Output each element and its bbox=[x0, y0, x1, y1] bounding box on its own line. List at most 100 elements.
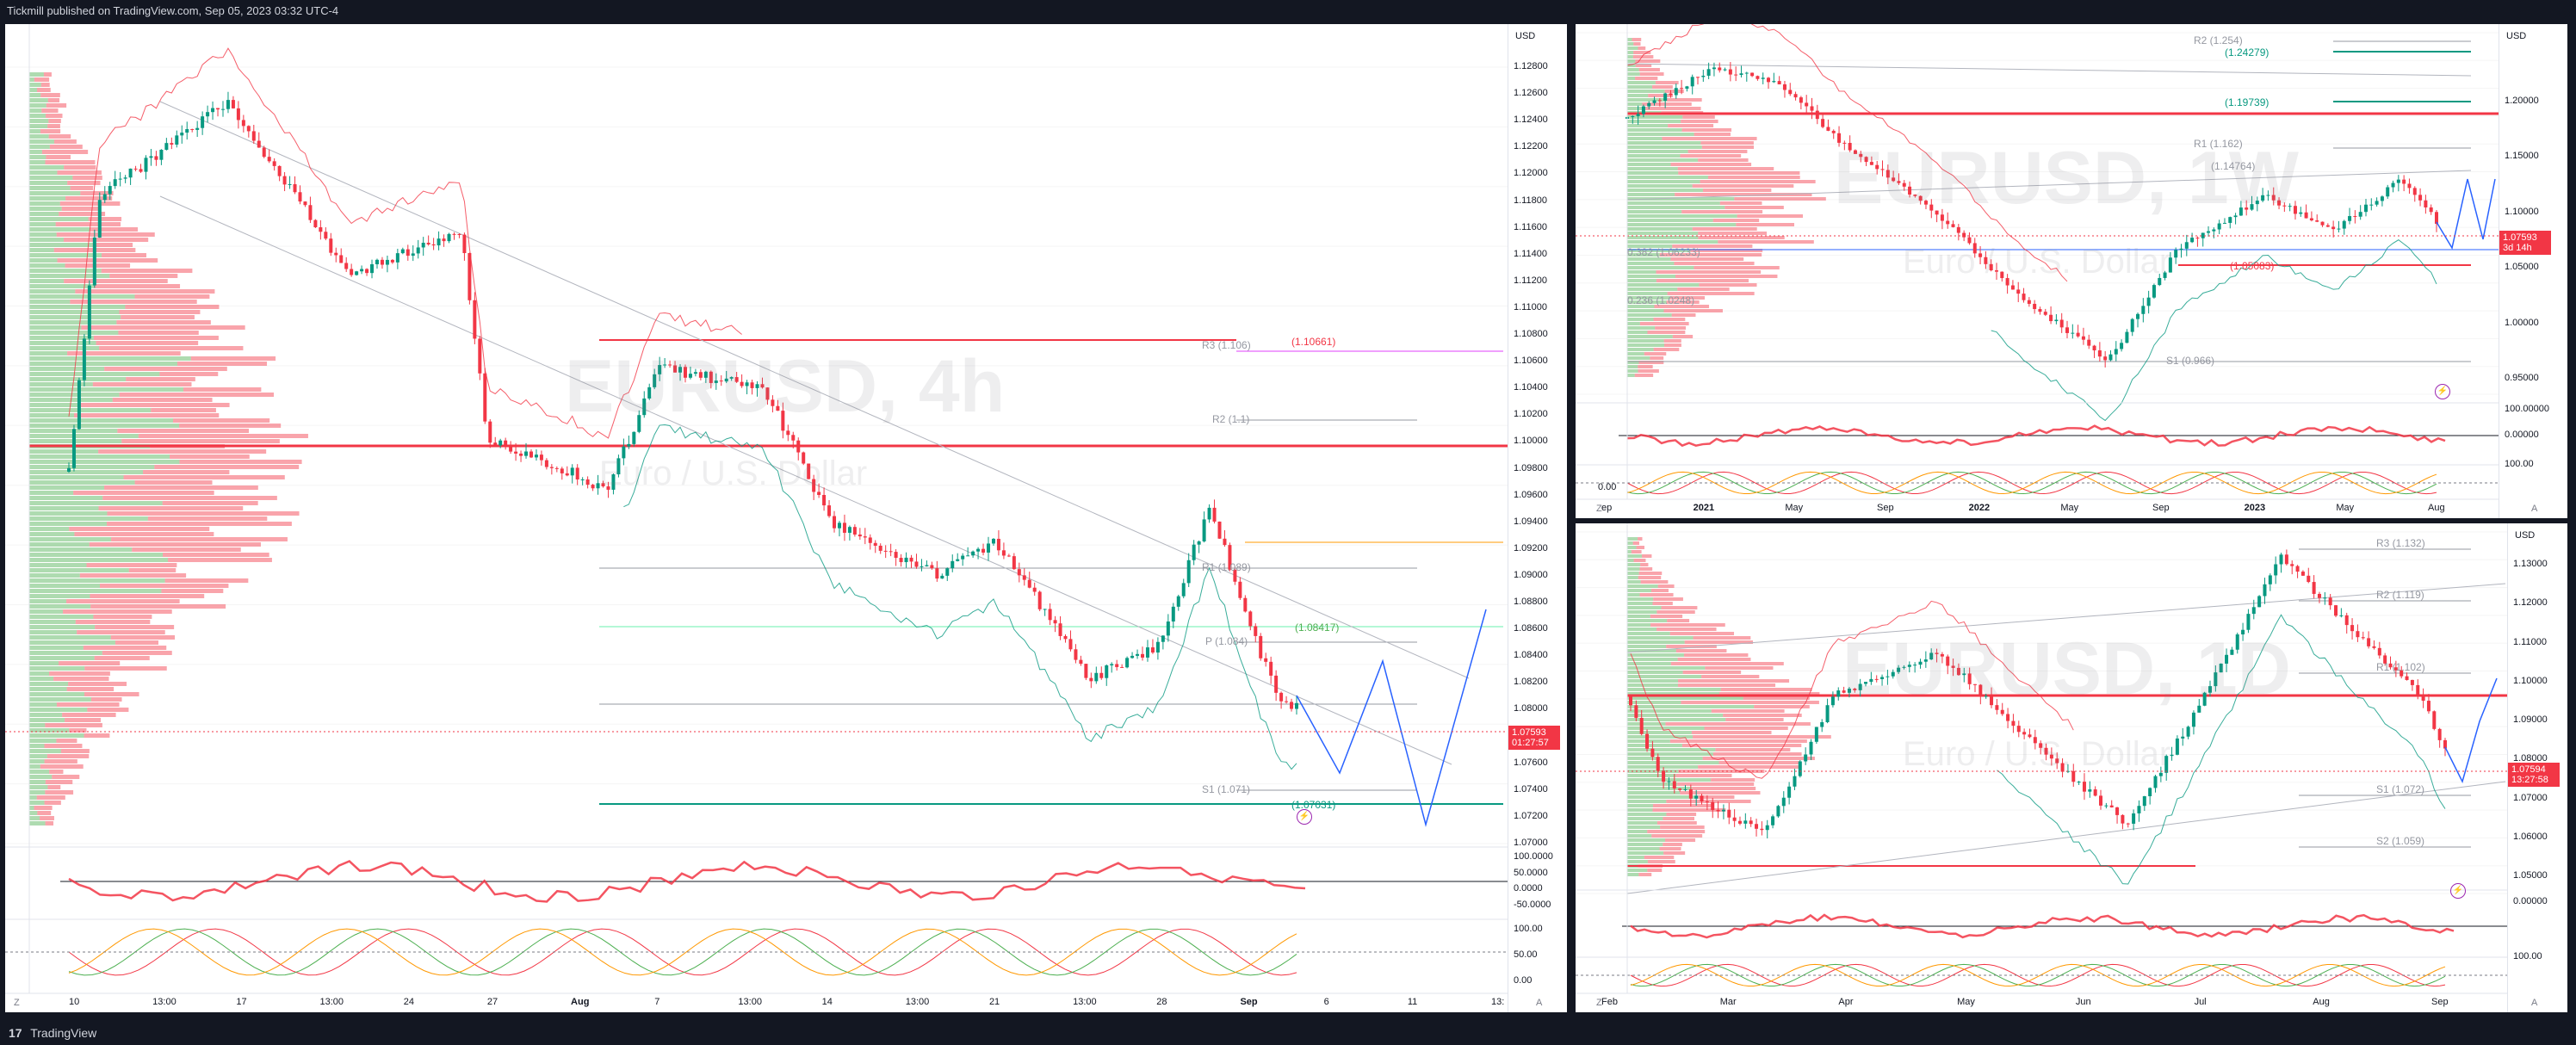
volume-profile-up-bar bbox=[29, 181, 68, 185]
volume-profile-down-bar bbox=[143, 470, 230, 474]
candle-body bbox=[211, 108, 215, 113]
price-tick-label: 1.10600 bbox=[1514, 356, 1548, 367]
oscillator-line bbox=[1626, 424, 2446, 448]
candle-body bbox=[1830, 696, 1835, 706]
candle-body bbox=[1711, 801, 1715, 810]
volume-profile-down-bar bbox=[45, 780, 73, 784]
volume-profile-up-bar bbox=[29, 553, 164, 557]
stochastic-line bbox=[68, 928, 1297, 976]
auto-scale-button[interactable]: A bbox=[2531, 504, 2538, 514]
volume-profile-down-bar bbox=[1663, 851, 1686, 855]
stochastic-line bbox=[68, 928, 1297, 976]
volume-profile-up-bar bbox=[1627, 275, 1676, 278]
volume-profile-down-bar bbox=[93, 336, 219, 340]
auto-scale-button[interactable]: A bbox=[1536, 998, 1543, 1008]
candle-body bbox=[1837, 133, 1842, 143]
volume-profile-up-bar bbox=[1627, 361, 1639, 364]
volume-profile-up-bar bbox=[1627, 163, 1671, 166]
volume-profile-up-bar bbox=[29, 491, 74, 495]
candle-body bbox=[2432, 711, 2437, 729]
volume-profile-up-bar bbox=[1627, 227, 1693, 231]
lightning-icon[interactable]: ⚡ bbox=[1297, 809, 1312, 825]
candle-body bbox=[1864, 682, 1868, 684]
candle-body bbox=[1984, 257, 1988, 264]
volume-profile-down-bar bbox=[1681, 120, 1718, 123]
brand-name[interactable]: TradingView bbox=[30, 1026, 97, 1040]
chart-panel-4h[interactable]: EURUSD, 4h Euro / U.S. Dollar R3 (1.106)… bbox=[5, 24, 1567, 1012]
candle-body bbox=[1777, 81, 1781, 84]
lightning-icon[interactable]: ⚡ bbox=[2435, 384, 2450, 399]
candle-body bbox=[2043, 312, 2047, 315]
chart-canvas-4h[interactable] bbox=[5, 24, 1508, 1012]
tradingview-logo-icon[interactable]: 17 bbox=[9, 1026, 22, 1040]
auto-scale-button[interactable]: A bbox=[2531, 998, 2538, 1008]
candle-body bbox=[2233, 215, 2238, 218]
volume-profile-down-bar bbox=[1663, 843, 1682, 846]
symbol-watermark: EURUSD, 1D bbox=[1842, 628, 2291, 710]
volume-profile-down-bar bbox=[123, 475, 285, 479]
price-tick-label: 1.08800 bbox=[1514, 597, 1548, 608]
zoom-button[interactable]: Z bbox=[1596, 998, 1602, 1008]
candle-body bbox=[1690, 77, 1694, 87]
volume-profile-up-bar bbox=[29, 196, 66, 201]
candle-body bbox=[1295, 702, 1298, 709]
volume-profile-up-bar bbox=[29, 682, 69, 686]
candle-body bbox=[2295, 566, 2300, 572]
candle-body bbox=[1869, 678, 1873, 683]
volume-profile-down-bar bbox=[1690, 249, 1763, 252]
chart-canvas-1w[interactable] bbox=[1576, 24, 2499, 518]
volume-profile-down-bar bbox=[119, 310, 201, 314]
volume-profile-down-bar bbox=[1677, 658, 1751, 661]
candle-body bbox=[1886, 170, 1890, 178]
level-label-high: (1.24279) bbox=[2225, 46, 2269, 59]
price-axis-1d[interactable]: USD 1.13000 1.12000 1.11000 1.10000 1.09000 1… bbox=[2507, 523, 2567, 1012]
candle-body bbox=[1946, 220, 1950, 225]
volume-profile-up-bar bbox=[29, 284, 94, 288]
volume-profile-down-bar bbox=[37, 88, 51, 92]
volume-profile-down-bar bbox=[61, 207, 102, 211]
candle-body bbox=[1984, 696, 1988, 697]
last-price-tag: 1.07593 01:27:57 bbox=[1508, 726, 1560, 750]
candle-body bbox=[591, 485, 595, 489]
zoom-button[interactable]: Z bbox=[14, 998, 20, 1008]
volume-profile-down-bar bbox=[1648, 94, 1673, 97]
lightning-icon[interactable]: ⚡ bbox=[2450, 883, 2466, 899]
volume-profile-down-bar bbox=[70, 300, 197, 304]
candle-body bbox=[1821, 119, 1825, 127]
chart-canvas-1d[interactable] bbox=[1576, 523, 2507, 1012]
volume-profile-up-bar bbox=[29, 584, 100, 588]
chart-panel-1w[interactable]: EURUSD, 1W Euro / U.S. Dollar R2 (1.254)… bbox=[1576, 24, 2567, 518]
candle-body bbox=[1032, 587, 1037, 592]
candle-body bbox=[1739, 73, 1743, 76]
candle-body bbox=[1787, 786, 1792, 798]
candle-body bbox=[1765, 825, 1769, 831]
candle-body bbox=[2410, 679, 2414, 685]
candle-body bbox=[961, 555, 965, 560]
volume-profile-down-bar bbox=[159, 372, 219, 376]
volume-profile-up-bar bbox=[1627, 825, 1661, 829]
volume-profile-down-bar bbox=[1669, 296, 1706, 300]
volume-profile-down-bar bbox=[79, 573, 187, 578]
price-axis-1w[interactable]: USD 1.20000 1.15000 1.10000 1.05000 1.00000 0… bbox=[2499, 24, 2567, 518]
volume-profile-up-bar bbox=[29, 537, 112, 541]
candle-body bbox=[2230, 649, 2234, 655]
chart-panel-1d[interactable]: EURUSD, 1D Euro / U.S. Dollar R3 (1.132)… bbox=[1576, 523, 2567, 1012]
volume-profile-up-bar bbox=[1627, 593, 1640, 597]
pivot-label-r1: R1 (1.089) bbox=[1202, 561, 1251, 573]
volume-profile-down-bar bbox=[1670, 257, 1744, 261]
volume-profile-down-bar bbox=[1639, 593, 1674, 597]
volume-profile-up-bar bbox=[1627, 236, 1699, 239]
price-tick-label: 1.09000 bbox=[2513, 714, 2548, 725]
volume-profile-up-bar bbox=[1627, 313, 1672, 317]
volume-profile-up-bar bbox=[1627, 292, 1668, 295]
zoom-button[interactable]: Z bbox=[1596, 504, 1602, 514]
candle-body bbox=[2170, 754, 2174, 757]
volume-profile-up-bar bbox=[1627, 744, 1682, 747]
volume-profile-down-bar bbox=[1678, 770, 1765, 773]
candle-body bbox=[1652, 100, 1656, 103]
candle-body bbox=[355, 271, 359, 275]
volume-profile-down-bar bbox=[1640, 580, 1669, 584]
candle-body bbox=[1929, 204, 1934, 211]
price-axis-4h[interactable]: USD 1.12800 1.12600 1.12400 1.12200 1.12000 1… bbox=[1508, 24, 1567, 1012]
volume-profile-down-bar bbox=[1644, 856, 1675, 859]
